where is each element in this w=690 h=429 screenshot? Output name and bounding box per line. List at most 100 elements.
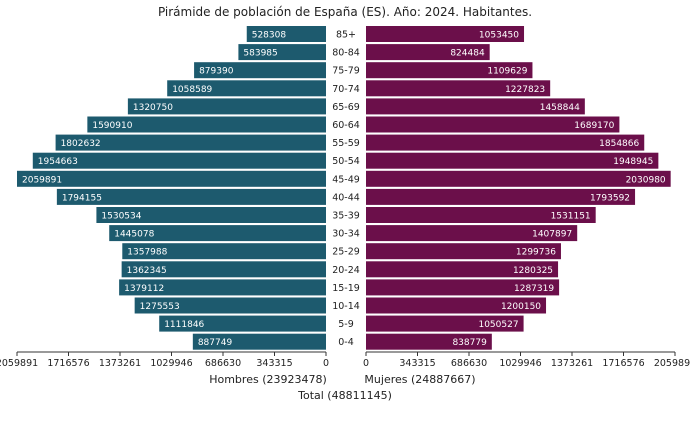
age-group-label: 15-19 bbox=[332, 283, 360, 294]
right-axis-ticks: 0 343315 686630 1029946 1373261 1716576 205989… bbox=[363, 352, 690, 369]
male-bar bbox=[238, 44, 326, 61]
age-group-label: 35-39 bbox=[332, 211, 360, 222]
right-tick-label: 2059891 bbox=[654, 358, 690, 369]
female-bar-value-label: 1280325 bbox=[513, 266, 553, 276]
female-bar bbox=[366, 261, 559, 278]
female-bar-value-label: 1200150 bbox=[501, 302, 541, 312]
female-bar-value-label: 1053450 bbox=[479, 31, 519, 41]
female-bar bbox=[366, 315, 524, 332]
male-bar-value-label: 879390 bbox=[199, 67, 234, 77]
male-bar bbox=[119, 279, 326, 296]
female-bar-value-label: 1854866 bbox=[599, 139, 639, 149]
left-tick-label: 343315 bbox=[256, 358, 292, 369]
age-group-label: 45-49 bbox=[332, 174, 360, 185]
male-bar bbox=[121, 261, 326, 278]
female-bar bbox=[366, 297, 547, 314]
male-bar-value-label: 1357988 bbox=[127, 248, 167, 258]
age-group-label: 55-59 bbox=[332, 138, 360, 149]
left-tick-label: 2059891 bbox=[0, 358, 38, 369]
age-group-label: 30-34 bbox=[332, 229, 360, 240]
male-bar bbox=[192, 333, 326, 350]
male-axis-title: Hombres (23923478) bbox=[209, 373, 327, 386]
total-label: Total (48811145) bbox=[297, 389, 392, 402]
female-bar bbox=[366, 62, 533, 79]
male-bar bbox=[167, 80, 326, 97]
female-bar-value-label: 1299736 bbox=[516, 248, 556, 258]
age-group-label: 40-44 bbox=[332, 192, 360, 203]
female-bar bbox=[366, 98, 585, 115]
female-bar bbox=[366, 225, 578, 242]
male-bar-value-label: 1379112 bbox=[124, 284, 164, 294]
age-group-label: 5-9 bbox=[338, 319, 354, 330]
female-bar-value-label: 1793592 bbox=[590, 193, 630, 203]
female-bar-value-label: 824484 bbox=[450, 49, 485, 59]
right-tick-label: 1373261 bbox=[551, 358, 593, 369]
male-bar-value-label: 2059891 bbox=[22, 175, 62, 185]
female-bar bbox=[366, 134, 645, 151]
male-bar-value-label: 1445078 bbox=[114, 230, 154, 240]
right-tick-label: 0 bbox=[363, 358, 369, 369]
female-bar bbox=[366, 279, 560, 296]
right-tick-label: 1716576 bbox=[602, 358, 644, 369]
female-axis-title: Mujeres (24887667) bbox=[364, 373, 475, 386]
left-tick-label: 1373261 bbox=[99, 358, 141, 369]
male-bar-value-label: 1275553 bbox=[140, 302, 180, 312]
male-bar-value-label: 1954663 bbox=[38, 157, 78, 167]
right-tick-label: 343315 bbox=[399, 358, 435, 369]
male-bar-value-label: 1802632 bbox=[61, 139, 101, 149]
age-group-label: 80-84 bbox=[332, 48, 360, 59]
female-bar bbox=[366, 80, 551, 97]
female-bar-value-label: 1287319 bbox=[514, 284, 554, 294]
age-group-label: 60-64 bbox=[332, 120, 360, 131]
female-bar-value-label: 1531151 bbox=[551, 212, 591, 222]
left-tick-label: 1716576 bbox=[47, 358, 89, 369]
age-group-label: 70-74 bbox=[332, 84, 360, 95]
female-bar-value-label: 1109629 bbox=[487, 67, 527, 77]
male-bar bbox=[109, 225, 326, 242]
right-tick-label: 1029946 bbox=[499, 358, 541, 369]
female-bar-value-label: 1689170 bbox=[574, 121, 614, 131]
male-bar bbox=[122, 243, 327, 260]
male-bar bbox=[56, 188, 326, 205]
male-bar-value-label: 1320750 bbox=[133, 103, 173, 113]
age-group-label: 20-24 bbox=[332, 265, 360, 276]
female-bar-value-label: 1050527 bbox=[478, 320, 518, 330]
male-bar bbox=[32, 152, 326, 169]
female-bar-value-label: 1227823 bbox=[505, 85, 545, 95]
age-group-label: 0-4 bbox=[338, 337, 354, 348]
male-bar bbox=[87, 116, 326, 133]
female-bar-value-label: 2030980 bbox=[626, 175, 666, 185]
female-bar bbox=[366, 116, 620, 133]
female-bar bbox=[366, 243, 561, 260]
male-bar-value-label: 887749 bbox=[198, 338, 233, 348]
male-bar-value-label: 1794155 bbox=[62, 193, 102, 203]
female-bar-value-label: 1407897 bbox=[532, 230, 572, 240]
male-bar-value-label: 1590910 bbox=[92, 121, 132, 131]
male-bar-value-label: 528308 bbox=[252, 31, 287, 41]
male-bar-value-label: 1111846 bbox=[164, 320, 204, 330]
male-bar bbox=[96, 207, 327, 223]
male-bar bbox=[134, 297, 326, 314]
left-tick-label: 1029946 bbox=[150, 358, 192, 369]
male-bar bbox=[55, 134, 327, 151]
female-bar bbox=[366, 207, 596, 223]
male-bar bbox=[127, 98, 326, 115]
female-bar-value-label: 1458844 bbox=[540, 103, 580, 113]
female-bar bbox=[366, 26, 525, 42]
chart-title: Pirámide de población de España (ES). Añ… bbox=[158, 5, 532, 19]
male-bar-value-label: 583985 bbox=[243, 49, 277, 59]
age-group-label: 10-14 bbox=[332, 301, 360, 312]
male-bar bbox=[246, 26, 326, 42]
age-group-label: 25-29 bbox=[332, 247, 360, 258]
left-axis-ticks: 2059891 1716576 1373261 1029946 686630 343315… bbox=[0, 352, 329, 369]
male-bar bbox=[17, 170, 326, 187]
right-tick-label: 686630 bbox=[451, 358, 487, 369]
female-bar bbox=[366, 44, 490, 61]
male-bar bbox=[159, 315, 326, 332]
age-group-label: 85+ bbox=[336, 30, 356, 41]
left-tick-label: 686630 bbox=[205, 358, 241, 369]
female-bar bbox=[366, 152, 659, 169]
